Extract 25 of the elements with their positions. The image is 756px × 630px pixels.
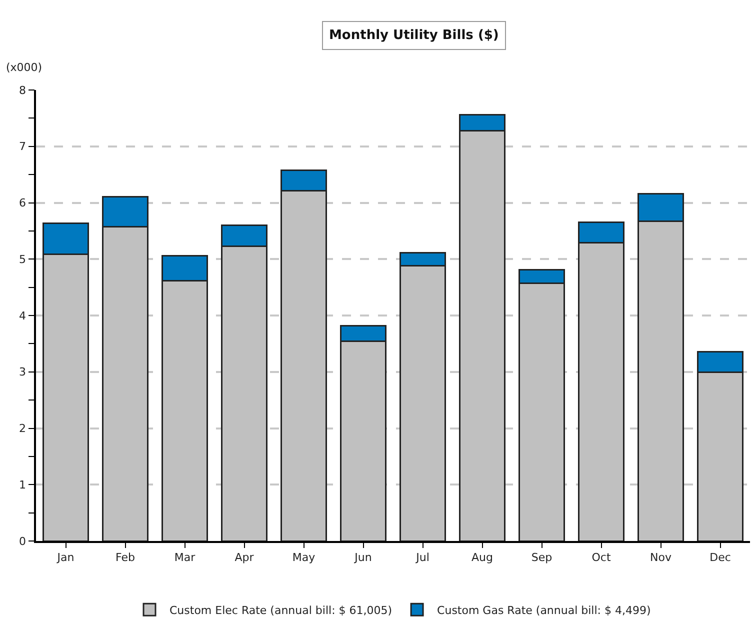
y-tick-label: 6 xyxy=(19,196,26,210)
y-tick-label: 3 xyxy=(19,366,26,379)
legend-label: Custom Elec Rate (annual bill: $ 61,005) xyxy=(170,604,392,617)
y-tick-label: 2 xyxy=(19,422,26,436)
y-tick-label: 0 xyxy=(19,534,26,548)
y-tick-label: 5 xyxy=(19,252,26,266)
x-tick-label: Mar xyxy=(174,550,196,564)
y-tick-label: 1 xyxy=(19,478,26,492)
x-tick-label: Sep xyxy=(531,550,552,564)
y-axis-title: (x000) xyxy=(6,61,42,74)
x-tick-label: Feb xyxy=(116,550,135,564)
y-tick-label: 4 xyxy=(19,309,26,322)
x-tick-label: Nov xyxy=(650,550,672,564)
x-tick-label: May xyxy=(292,550,316,564)
x-tick-label: Jan xyxy=(56,550,74,564)
x-tick-label: Dec xyxy=(710,550,731,564)
x-tick-label: Oct xyxy=(592,550,612,564)
x-tick-label: Apr xyxy=(234,550,254,564)
x-tick-label: Jul xyxy=(415,550,430,564)
x-tick-label: Aug xyxy=(472,550,493,564)
y-tick-label: 7 xyxy=(19,140,26,154)
x-tick-label: Jun xyxy=(354,550,372,564)
y-tick-label: 8 xyxy=(19,84,26,97)
chart-title: Monthly Utility Bills ($) xyxy=(329,28,499,43)
legend-label: Custom Gas Rate (annual bill: $ 4,499) xyxy=(437,604,651,617)
